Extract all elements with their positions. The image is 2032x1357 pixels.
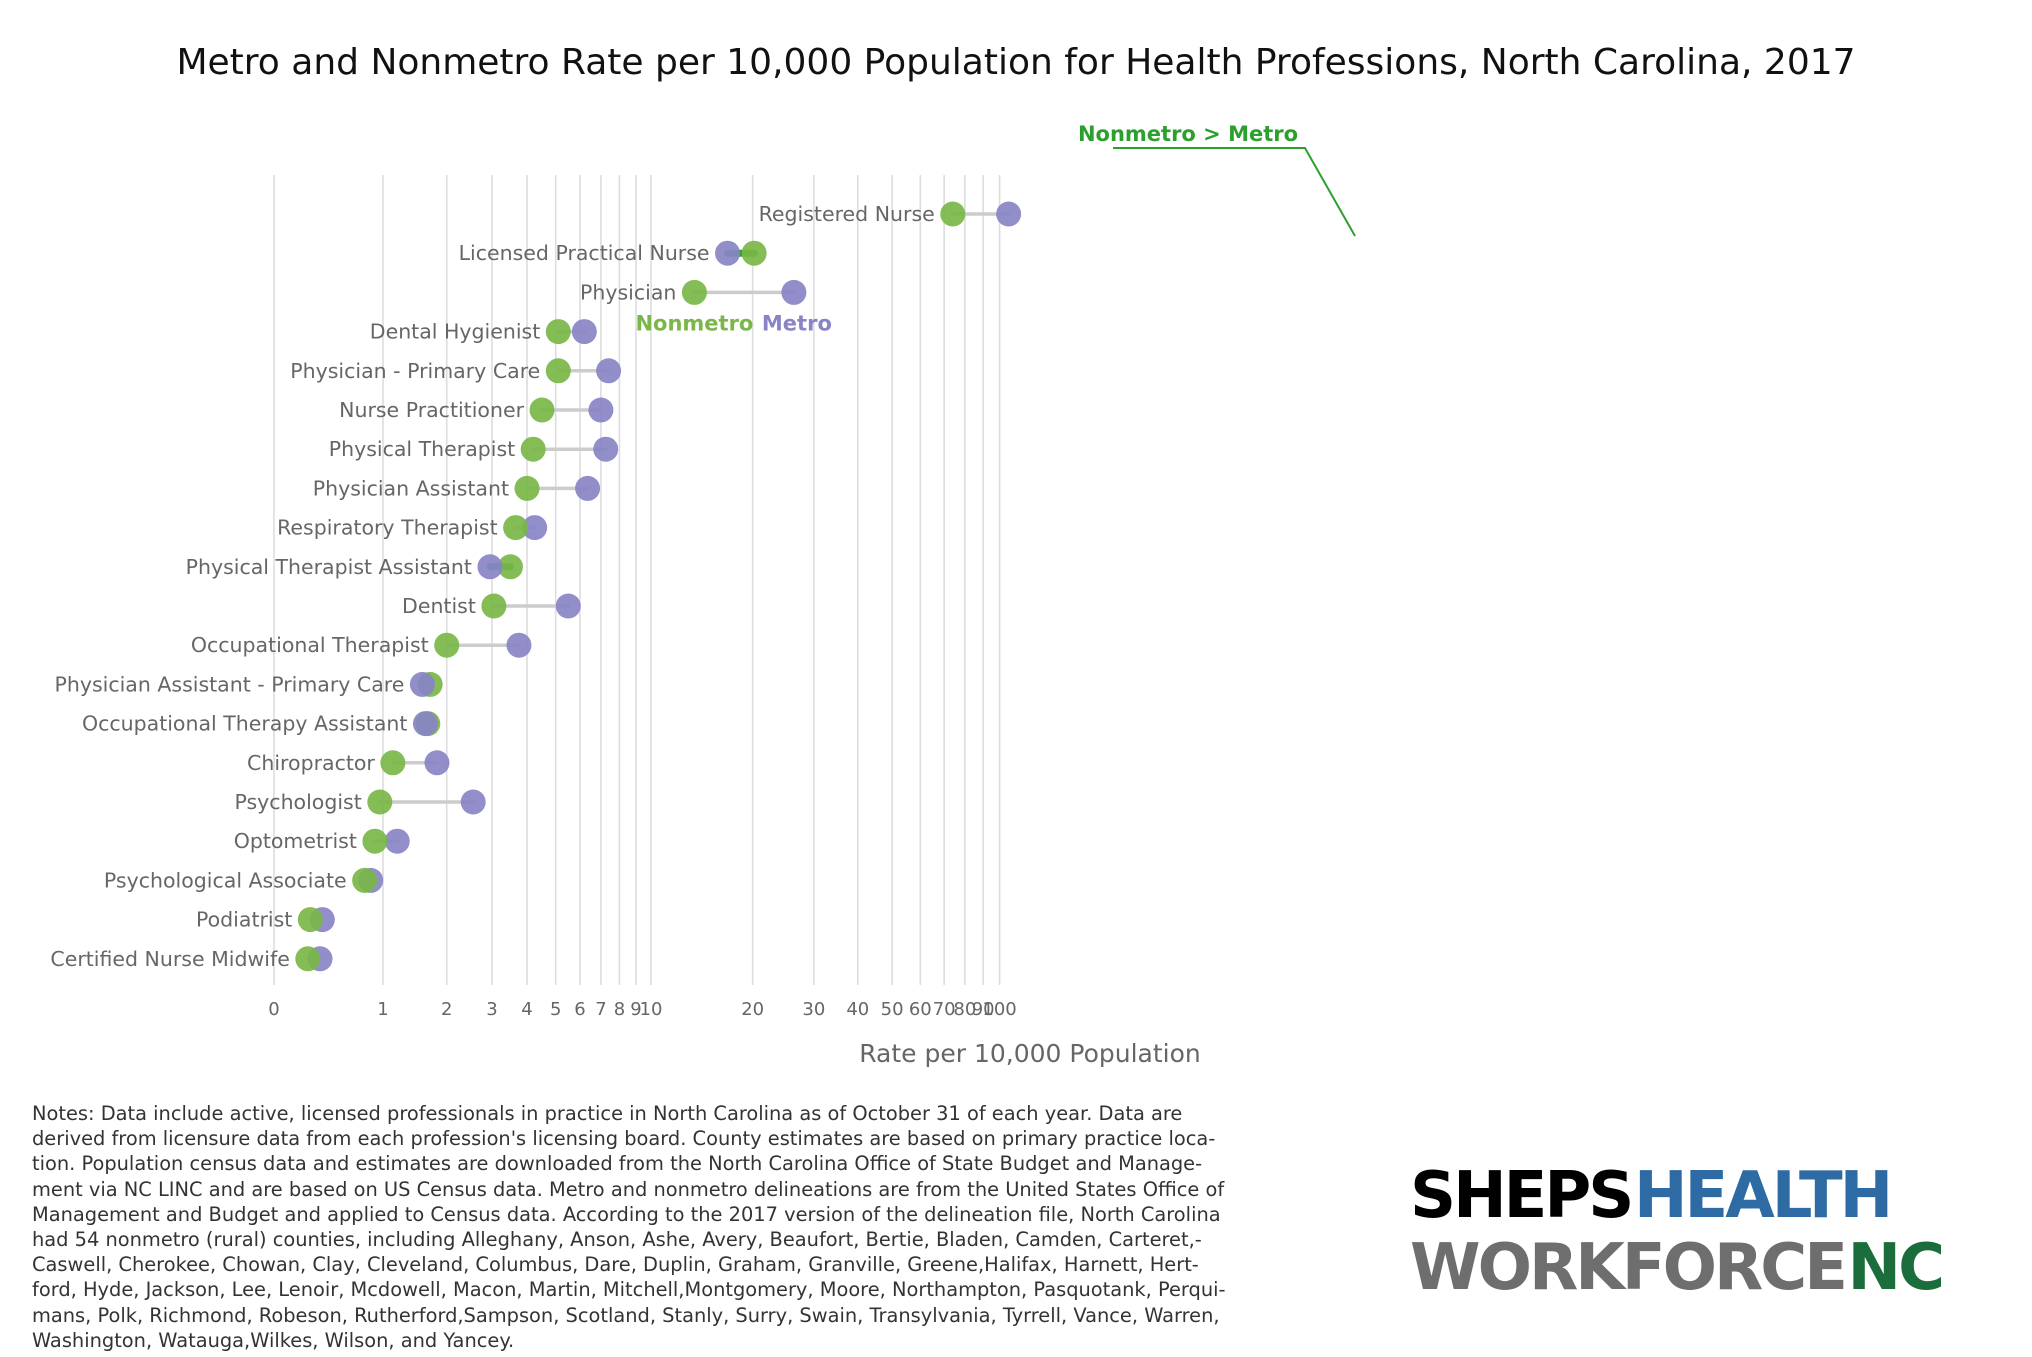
- metro-point-optometrist: [384, 828, 410, 854]
- row-label-nurse-practitioner: Nurse Practitioner: [339, 398, 524, 422]
- logo-row-2: WORKFORCE NC: [1410, 1236, 1990, 1312]
- logo-workforce: WORKFORCE: [1410, 1231, 1848, 1305]
- metro-point-psychologist: [460, 789, 486, 815]
- metro-series-label: Metro: [762, 311, 832, 335]
- metro-point-physician-assistant: [575, 475, 601, 501]
- nonmetro-point-physical-therapist: [520, 436, 546, 462]
- x-tick-label-80: 80: [953, 999, 976, 1020]
- x-tick-label-9: 9: [630, 999, 641, 1020]
- metro-point-occupational-therapist: [506, 632, 532, 658]
- nonmetro-point-registered-nurse: [940, 201, 966, 227]
- highlight-leader-line: [1113, 147, 1356, 237]
- chart-title: Metro and Nonmetro Rate per 10,000 Popul…: [176, 42, 1855, 83]
- metro-point-physician: [781, 279, 807, 305]
- row-labels: Registered Nurse Licensed Practical Nurse…: [50, 202, 934, 971]
- metro-point-physical-therapist: [593, 436, 619, 462]
- metro-point-licensed-practical-nurse: [715, 240, 741, 266]
- nonmetro-point-podiatrist: [297, 907, 323, 933]
- x-tick-label-3: 3: [486, 999, 497, 1020]
- row-label-physician-primary-care: Physician - Primary Care: [290, 359, 540, 383]
- metro-point-chiropractor: [424, 750, 450, 776]
- highlight-annotation: Nonmetro > Metro: [1078, 122, 1298, 146]
- nonmetro-point-physical-therapist-assistant: [497, 554, 523, 580]
- nonmetro-point-nurse-practitioner: [529, 397, 555, 423]
- logo-sheps: SHEPS: [1410, 1159, 1634, 1233]
- row-label-optometrist: Optometrist: [234, 829, 357, 853]
- x-tick-label-1: 1: [377, 999, 388, 1020]
- footnotes: Notes: Data include active, licensed pro…: [32, 1102, 1226, 1352]
- row-label-occupational-therapy-assistant: Occupational Therapy Assistant: [82, 712, 407, 736]
- nonmetro-point-physician: [681, 279, 707, 305]
- x-tick-label-60: 60: [909, 999, 932, 1020]
- row-label-physician: Physician: [580, 280, 676, 304]
- metro-point-nurse-practitioner: [588, 397, 614, 423]
- sheps-logo: SHEPS HEALTH WORKFORCE NC: [1410, 1164, 1990, 1312]
- row-label-psychologist: Psychologist: [234, 790, 361, 814]
- row-label-physical-therapist-assistant: Physical Therapist Assistant: [186, 555, 472, 579]
- row-label-physical-therapist: Physical Therapist: [329, 437, 515, 461]
- nonmetro-point-physician-primary-care: [545, 358, 571, 384]
- row-label-registered-nurse: Registered Nurse: [759, 202, 935, 226]
- row-label-certified-nurse-midwife: Certified Nurse Midwife: [50, 947, 289, 971]
- x-tick-label-2: 2: [441, 999, 452, 1020]
- logo-row-1: SHEPS HEALTH: [1410, 1164, 1990, 1240]
- metro-point-registered-nurse: [996, 201, 1022, 227]
- x-tick-label-6: 6: [574, 999, 585, 1020]
- logo-health: HEALTH: [1633, 1159, 1893, 1233]
- x-tick-label-70: 70: [933, 999, 956, 1020]
- nonmetro-series-label: Nonmetro: [635, 311, 753, 335]
- nonmetro-point-physician-assistant: [514, 475, 540, 501]
- row-label-physician-assistant-primary-care: Physician Assistant - Primary Care: [54, 672, 404, 696]
- metro-point-dental-hygienist: [571, 319, 597, 345]
- metro-point-physical-therapist-assistant: [477, 554, 503, 580]
- row-label-psychological-associate: Psychological Associate: [104, 868, 347, 892]
- metro-point-dentist: [555, 593, 581, 619]
- nonmetro-point-optometrist: [362, 828, 388, 854]
- row-label-chiropractor: Chiropractor: [247, 751, 375, 775]
- x-tick-label-40: 40: [846, 999, 869, 1020]
- metro-point-physician-primary-care: [596, 358, 622, 384]
- metro-point-physician-assistant-primary-care: [409, 671, 435, 697]
- row-label-dental-hygienist: Dental Hygienist: [370, 320, 540, 344]
- row-label-physician-assistant: Physician Assistant: [313, 476, 509, 500]
- row-label-licensed-practical-nurse: Licensed Practical Nurse: [459, 241, 710, 265]
- row-label-respiratory-therapist: Respiratory Therapist: [277, 516, 498, 540]
- metro-point-respiratory-therapist: [522, 515, 548, 541]
- x-tick-label-10: 10: [640, 999, 663, 1020]
- nonmetro-point-dentist: [481, 593, 507, 619]
- metro-point-occupational-therapy-assistant: [412, 711, 438, 737]
- x-tick-label-0: 0: [268, 999, 279, 1020]
- nonmetro-point-licensed-practical-nurse: [741, 240, 767, 266]
- nonmetro-point-chiropractor: [380, 750, 406, 776]
- x-tick-label-90: 90: [972, 999, 995, 1020]
- x-axis-label: Rate per 10,000 Population: [859, 1039, 1201, 1068]
- logo-nc: NC: [1847, 1231, 1946, 1305]
- x-tick-label-7: 7: [595, 999, 606, 1020]
- row-label-podiatrist: Podiatrist: [196, 908, 292, 932]
- x-tick-label-100: 100: [982, 999, 1016, 1020]
- gridlines: [273, 175, 1001, 985]
- x-tick-label-20: 20: [741, 999, 764, 1020]
- data-points: [295, 201, 1022, 972]
- nonmetro-point-certified-nurse-midwife: [295, 946, 321, 972]
- nonmetro-point-respiratory-therapist: [503, 515, 529, 541]
- nonmetro-point-psychological-associate: [352, 867, 378, 893]
- x-tick-label-5: 5: [550, 999, 561, 1020]
- nonmetro-point-dental-hygienist: [545, 319, 571, 345]
- x-tick-label-4: 4: [521, 999, 532, 1020]
- row-label-occupational-therapist: Occupational Therapist: [191, 633, 429, 657]
- annotations: Nonmetro > Metro Nonmetro Metro: [635, 122, 1356, 335]
- nonmetro-point-occupational-therapist: [434, 632, 460, 658]
- nonmetro-point-psychologist: [367, 789, 393, 815]
- x-tick-label-8: 8: [614, 999, 625, 1020]
- row-label-dentist: Dentist: [402, 594, 476, 618]
- x-tick-label-50: 50: [881, 999, 904, 1020]
- x-tick-label-30: 30: [802, 999, 825, 1020]
